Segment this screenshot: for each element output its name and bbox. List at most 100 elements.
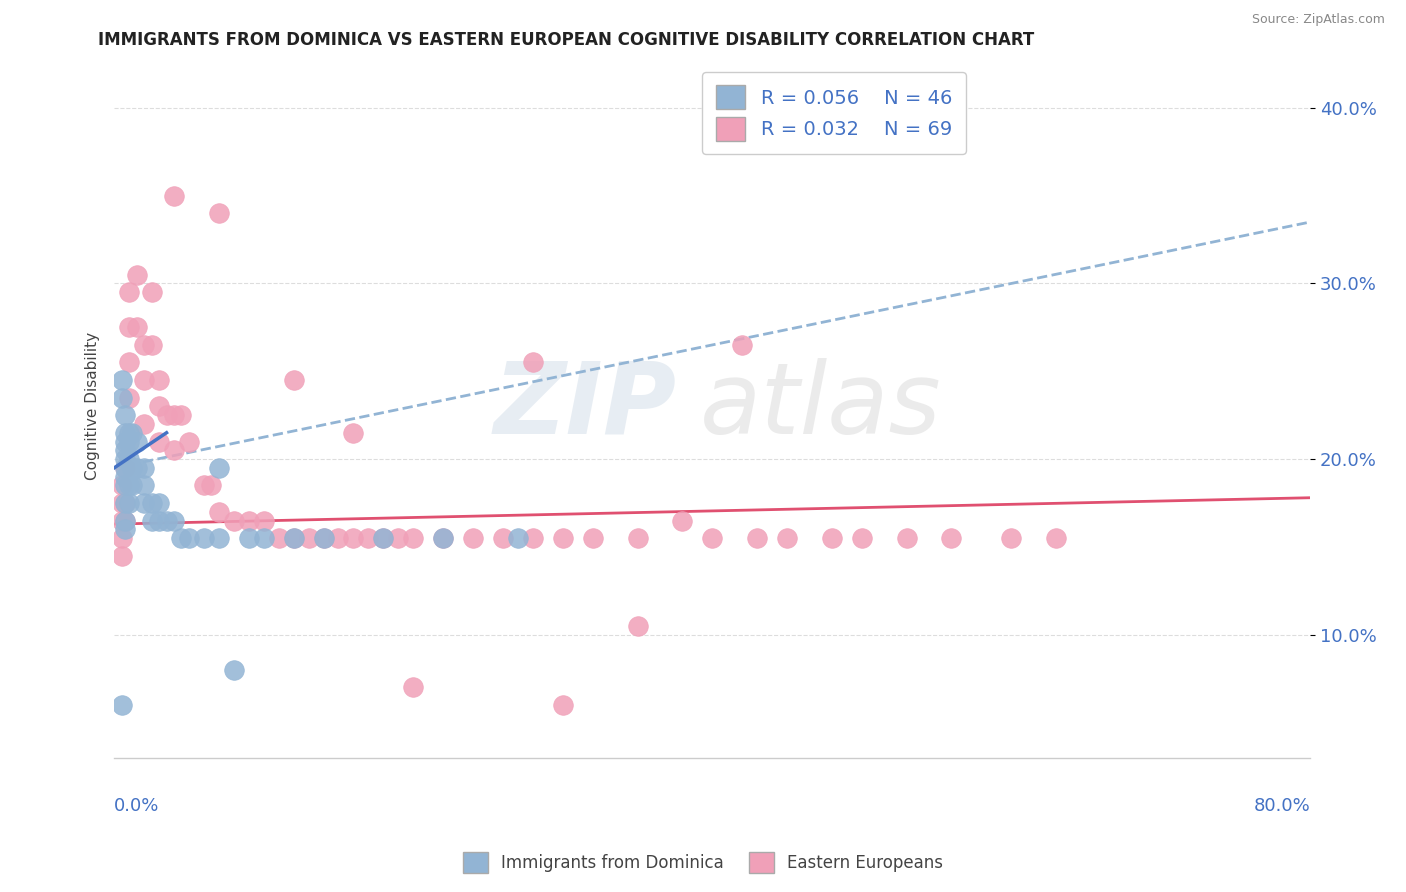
Point [114,408,136,422]
Point [132,461,155,475]
Point [283,531,305,545]
Point [125,268,148,282]
Point [193,478,215,492]
Point [522,355,544,369]
Point [118,496,141,510]
Y-axis label: Cognitive Disability: Cognitive Disability [86,333,100,481]
Point [551,531,574,545]
Point [155,408,177,422]
Point [342,531,364,545]
Point [208,505,231,519]
Point [267,531,290,545]
Point [118,355,141,369]
Point [702,531,724,545]
Legend: R = 0.056    N = 46, R = 0.032    N = 69: R = 0.056 N = 46, R = 0.032 N = 69 [703,72,966,154]
Point [111,698,134,712]
Point [118,434,141,449]
Point [342,425,364,440]
Point [551,698,574,712]
Point [114,522,136,536]
Point [851,531,873,545]
Point [208,206,231,220]
Point [776,531,799,545]
Point [253,514,276,528]
Text: Source: ZipAtlas.com: Source: ZipAtlas.com [1251,13,1385,27]
Point [118,452,141,467]
Point [402,681,425,695]
Point [222,663,245,677]
Point [238,514,260,528]
Point [148,514,170,528]
Point [114,469,136,483]
Point [114,514,136,528]
Point [253,531,276,545]
Point [373,531,395,545]
Point [582,531,605,545]
Point [941,531,963,545]
Point [141,338,163,352]
Point [114,496,136,510]
Point [118,391,141,405]
Point [148,434,170,449]
Point [222,514,245,528]
Point [114,461,136,475]
Legend: Immigrants from Dominica, Eastern Europeans: Immigrants from Dominica, Eastern Europe… [456,846,950,880]
Point [432,531,454,545]
Text: atlas: atlas [700,358,942,455]
Point [163,514,186,528]
Point [506,531,529,545]
Point [141,496,163,510]
Point [170,531,193,545]
Point [148,496,170,510]
Point [118,478,141,492]
Point [132,478,155,492]
Text: ZIP: ZIP [494,358,676,455]
Point [745,531,768,545]
Point [111,391,134,405]
Point [148,373,170,387]
Text: 80.0%: 80.0% [1254,797,1310,814]
Point [121,461,143,475]
Point [114,434,136,449]
Point [821,531,844,545]
Point [208,531,231,545]
Point [118,320,141,334]
Point [132,373,155,387]
Point [114,496,136,510]
Point [111,531,134,545]
Point [373,531,395,545]
Point [626,619,648,633]
Point [111,373,134,387]
Point [125,320,148,334]
Point [111,478,134,492]
Point [461,531,484,545]
Point [114,461,136,475]
Text: 0.0%: 0.0% [114,797,159,814]
Point [132,496,155,510]
Point [312,531,335,545]
Point [111,496,134,510]
Point [155,514,177,528]
Point [118,285,141,300]
Point [522,531,544,545]
Point [626,531,648,545]
Point [312,531,335,545]
Point [132,338,155,352]
Point [141,285,163,300]
Point [1045,531,1067,545]
Point [163,443,186,458]
Point [114,443,136,458]
Point [163,188,186,202]
Point [114,452,136,467]
Point [170,408,193,422]
Point [114,514,136,528]
Point [114,425,136,440]
Point [731,338,754,352]
Point [121,425,143,440]
Point [141,514,163,528]
Point [238,531,260,545]
Point [328,531,350,545]
Point [148,400,170,414]
Point [125,461,148,475]
Point [111,549,134,563]
